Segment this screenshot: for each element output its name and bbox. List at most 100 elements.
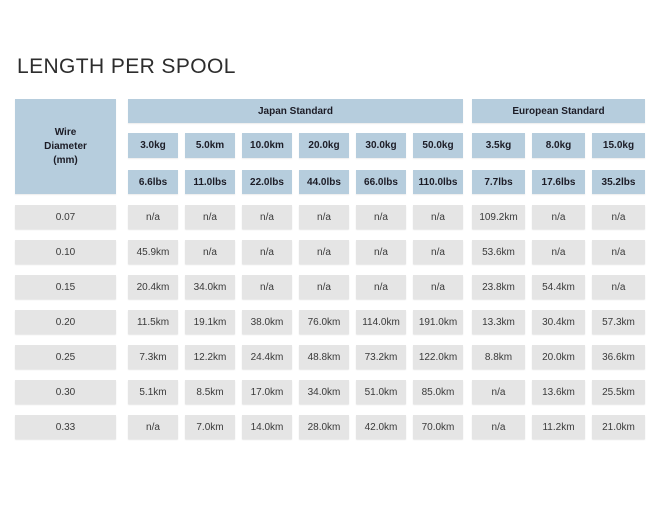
table-row: 0.15 20.4km 34.0km n/a n/a n/a n/a 23.8km 54.4km… — [15, 275, 645, 299]
length-cell: 30.4km — [532, 310, 585, 334]
kg-header-cell: 10.0km — [242, 133, 292, 158]
length-cell: 48.8km — [299, 345, 349, 369]
lbs-header-row: 6.6lbs 11.0lbs 22.0lbs 44.0lbs 66.0lbs 110.0l… — [128, 170, 645, 194]
length-cell: n/a — [356, 275, 406, 299]
japan-standard-cells: n/a n/a n/a n/a n/a n/a — [128, 205, 463, 229]
length-cell: n/a — [413, 275, 463, 299]
length-cell: 7.3km — [128, 345, 178, 369]
kg-header-cell: 15.0kg — [592, 133, 645, 158]
kg-header-cell: 8.0kg — [532, 133, 585, 158]
length-cell: n/a — [128, 415, 178, 439]
length-cell: 5.1km — [128, 380, 178, 404]
length-cell: 20.0km — [532, 345, 585, 369]
japan-standard-cells: 7.3km 12.2km 24.4km 48.8km 73.2km 122.0km — [128, 345, 463, 369]
length-cell: n/a — [185, 240, 235, 264]
kg-header-row: 3.0kg 5.0km 10.0km 20.0kg 30.0kg 50.0kg 3.5kg 8… — [128, 133, 645, 158]
length-cell: 109.2km — [472, 205, 525, 229]
japan-standard-cells: 5.1km 8.5km 17.0km 34.0km 51.0km 85.0km — [128, 380, 463, 404]
length-cell: 25.5km — [592, 380, 645, 404]
length-cell: n/a — [299, 240, 349, 264]
european-standard-cells: n/a 11.2km 21.0km — [472, 415, 645, 439]
length-cell: n/a — [128, 205, 178, 229]
length-cell: 8.8km — [472, 345, 525, 369]
lbs-header-cell: 66.0lbs — [356, 170, 406, 194]
kg-header-cell: 3.0kg — [128, 133, 178, 158]
length-cell: 34.0km — [185, 275, 235, 299]
lbs-header-cell: 17.6lbs — [532, 170, 585, 194]
length-cell: 45.9km — [128, 240, 178, 264]
length-cell: 24.4km — [242, 345, 292, 369]
length-cell: 13.6km — [532, 380, 585, 404]
length-cell: n/a — [532, 205, 585, 229]
japan-standard-cells: 11.5km 19.1km 38.0km 76.0km 114.0km 191.0km — [128, 310, 463, 334]
european-standard-cells: 8.8km 20.0km 36.6km — [472, 345, 645, 369]
japan-standard-cells: 45.9km n/a n/a n/a n/a n/a — [128, 240, 463, 264]
kg-header-cell: 5.0km — [185, 133, 235, 158]
table-row: 0.25 7.3km 12.2km 24.4km 48.8km 73.2km 122.0km… — [15, 345, 645, 369]
length-cell: 19.1km — [185, 310, 235, 334]
table-row: 0.07 n/a n/a n/a n/a n/a n/a 109.2km n/a n/a — [15, 205, 645, 229]
length-cell: 54.4km — [532, 275, 585, 299]
wire-diameter-header-line: (mm) — [53, 154, 78, 166]
european-standard-kg-headers: 3.5kg 8.0kg 15.0kg — [472, 133, 645, 158]
kg-header-cell: 20.0kg — [299, 133, 349, 158]
diameter-cell: 0.30 — [15, 380, 116, 404]
lbs-header-cell: 110.0lbs — [413, 170, 463, 194]
table-row: 0.30 5.1km 8.5km 17.0km 34.0km 51.0km 85.0km n/… — [15, 380, 645, 404]
length-cell: n/a — [472, 415, 525, 439]
length-cell: 8.5km — [185, 380, 235, 404]
length-cell: 21.0km — [592, 415, 645, 439]
length-cell: 11.2km — [532, 415, 585, 439]
length-cell: n/a — [356, 205, 406, 229]
length-cell: 17.0km — [242, 380, 292, 404]
length-cell: 51.0km — [356, 380, 406, 404]
kg-header-cell: 3.5kg — [472, 133, 525, 158]
length-cell: n/a — [185, 205, 235, 229]
standard-band-row: Japan Standard European Standard — [128, 99, 645, 123]
lbs-header-cell: 44.0lbs — [299, 170, 349, 194]
length-cell: 34.0km — [299, 380, 349, 404]
european-standard-cells: 23.8km 54.4km n/a — [472, 275, 645, 299]
length-cell: 70.0km — [413, 415, 463, 439]
length-cell: n/a — [356, 240, 406, 264]
band-european-standard: European Standard — [472, 99, 645, 123]
length-cell: 114.0km — [356, 310, 406, 334]
length-cell: 191.0km — [413, 310, 463, 334]
japan-standard-cells: 20.4km 34.0km n/a n/a n/a n/a — [128, 275, 463, 299]
japan-standard-cells: n/a 7.0km 14.0km 28.0km 42.0km 70.0km — [128, 415, 463, 439]
length-cell: n/a — [592, 275, 645, 299]
length-cell: 53.6km — [472, 240, 525, 264]
length-cell: n/a — [532, 240, 585, 264]
length-cell: n/a — [592, 205, 645, 229]
length-cell: 122.0km — [413, 345, 463, 369]
length-cell: 20.4km — [128, 275, 178, 299]
length-cell: n/a — [592, 240, 645, 264]
lbs-header-cell: 7.7lbs — [472, 170, 525, 194]
lbs-header-cell: 6.6lbs — [128, 170, 178, 194]
european-standard-lbs-headers: 7.7lbs 17.6lbs 35.2lbs — [472, 170, 645, 194]
european-standard-cells: 109.2km n/a n/a — [472, 205, 645, 229]
length-per-spool-table: Wire Diameter (mm) Japan Standard European … — [15, 99, 646, 439]
length-cell: 23.8km — [472, 275, 525, 299]
length-cell: n/a — [413, 240, 463, 264]
length-cell: 85.0km — [413, 380, 463, 404]
diameter-cell: 0.20 — [15, 310, 116, 334]
diameter-cell: 0.10 — [15, 240, 116, 264]
length-cell: 36.6km — [592, 345, 645, 369]
length-cell: 76.0km — [299, 310, 349, 334]
length-cell: 42.0km — [356, 415, 406, 439]
length-cell: n/a — [242, 275, 292, 299]
diameter-cell: 0.07 — [15, 205, 116, 229]
european-standard-cells: 13.3km 30.4km 57.3km — [472, 310, 645, 334]
length-cell: n/a — [413, 205, 463, 229]
lbs-header-cell: 11.0lbs — [185, 170, 235, 194]
lbs-header-cell: 35.2lbs — [592, 170, 645, 194]
european-standard-cells: n/a 13.6km 25.5km — [472, 380, 645, 404]
length-cell: 7.0km — [185, 415, 235, 439]
wire-diameter-header: Wire Diameter (mm) — [15, 99, 116, 194]
length-cell: 13.3km — [472, 310, 525, 334]
table-row: 0.33 n/a 7.0km 14.0km 28.0km 42.0km 70.0km n/a 1… — [15, 415, 645, 439]
length-cell: 12.2km — [185, 345, 235, 369]
length-cell: n/a — [242, 240, 292, 264]
